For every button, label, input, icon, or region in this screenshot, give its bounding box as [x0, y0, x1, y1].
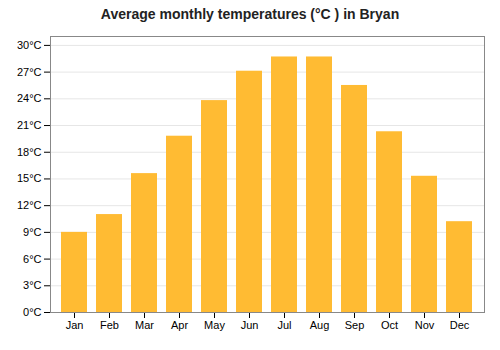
svg-text:Mar: Mar — [135, 319, 154, 331]
svg-text:Nov: Nov — [415, 319, 435, 331]
svg-text:Sep: Sep — [345, 319, 365, 331]
svg-text:Dec: Dec — [450, 319, 470, 331]
svg-text:Jun: Jun — [241, 319, 259, 331]
svg-text:Apr: Apr — [171, 319, 188, 331]
svg-text:0°C: 0°C — [23, 306, 42, 318]
svg-text:Oct: Oct — [381, 319, 398, 331]
svg-text:12°C: 12°C — [17, 199, 42, 211]
svg-text:27°C: 27°C — [17, 66, 42, 78]
svg-text:15°C: 15°C — [17, 172, 42, 184]
svg-text:Aug: Aug — [310, 319, 330, 331]
svg-text:May: May — [204, 319, 225, 331]
svg-text:21°C: 21°C — [17, 119, 42, 131]
html-text:Average monthly temperatures (: Average monthly temperatures (°C ) in Br… — [100, 6, 400, 22]
svg-text:Jul: Jul — [277, 319, 291, 331]
svg-text:Feb: Feb — [100, 319, 119, 331]
svg-text:18°C: 18°C — [17, 146, 42, 158]
svg-text:9°C: 9°C — [23, 226, 42, 238]
svg-text:6°C: 6°C — [23, 253, 42, 265]
svg-text:24°C: 24°C — [17, 92, 42, 104]
svg-text:3°C: 3°C — [23, 279, 42, 291]
svg-text:30°C: 30°C — [17, 39, 42, 51]
svg-text:Jan: Jan — [66, 319, 84, 331]
